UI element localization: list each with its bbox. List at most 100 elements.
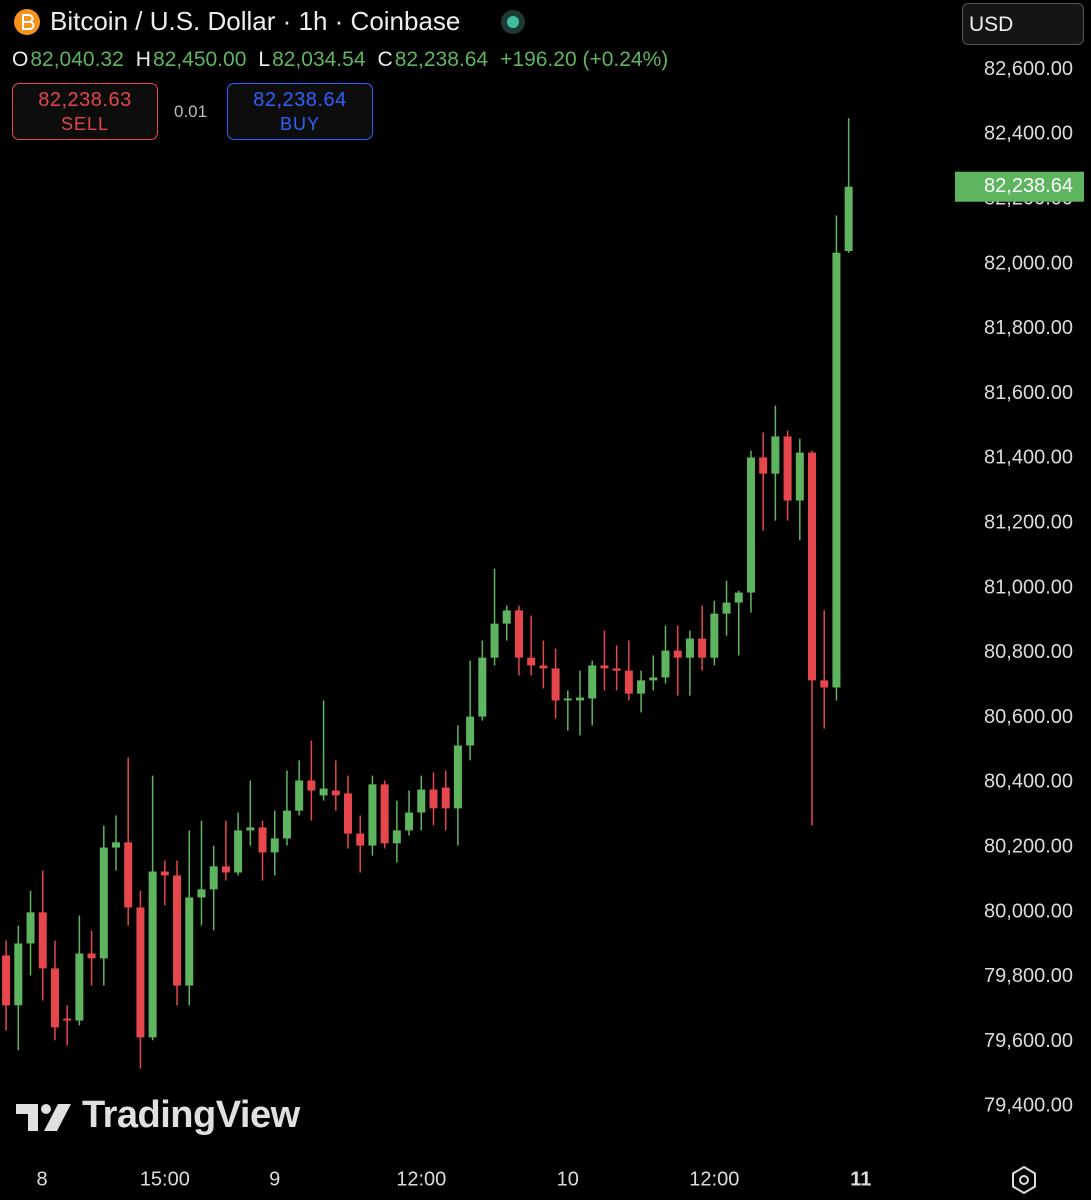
candle-body xyxy=(63,1018,72,1021)
candle-body xyxy=(270,838,279,853)
candle-body xyxy=(112,842,121,848)
candle-body xyxy=(783,436,792,501)
y-tick-label: 80,400.00 xyxy=(984,771,1073,793)
ohlc-item: H82,450.00 xyxy=(136,48,247,72)
candle-body xyxy=(50,968,59,1028)
candle-body xyxy=(221,866,230,873)
price-change: +196.20 (+0.24%) xyxy=(500,48,669,71)
candle-body xyxy=(344,793,353,834)
candle-body xyxy=(417,789,426,813)
ohlc-key: L xyxy=(258,48,271,71)
y-tick-label: 81,800.00 xyxy=(984,317,1073,339)
ohlc-value: 82,450.00 xyxy=(152,48,247,71)
candle-body xyxy=(258,827,267,853)
candle-body xyxy=(478,657,487,717)
spread: 0.01 xyxy=(174,102,208,121)
candle-body xyxy=(771,436,780,474)
candle-body xyxy=(307,780,316,791)
candle-body xyxy=(99,847,108,959)
candle-body xyxy=(429,789,438,809)
candle-body xyxy=(661,650,670,678)
candle-body xyxy=(246,827,255,831)
x-tick-label: 11 xyxy=(850,1168,871,1190)
candle-body xyxy=(209,866,218,890)
candle-body xyxy=(649,677,658,681)
ohlc-key: C xyxy=(377,48,393,71)
candle-body xyxy=(160,871,169,876)
y-tick-label: 81,200.00 xyxy=(984,512,1073,534)
candle-body xyxy=(746,457,755,593)
candle-body xyxy=(331,790,340,796)
candle-body xyxy=(832,252,841,688)
currency-select[interactable]: USD xyxy=(962,3,1084,45)
market-status-dot xyxy=(501,10,525,34)
candle-body xyxy=(685,638,694,658)
settings-icon xyxy=(1012,1165,1036,1195)
watermark: TradingView xyxy=(82,1094,300,1136)
candle-body xyxy=(38,912,47,969)
candle-body xyxy=(795,452,804,501)
candle-body xyxy=(136,907,145,1038)
ohlc-key: H xyxy=(135,48,151,71)
candle-body xyxy=(759,457,768,474)
candle-body xyxy=(173,875,182,986)
candle-body xyxy=(514,610,523,658)
candle-body xyxy=(698,638,707,658)
candle-body xyxy=(734,592,743,603)
ohlc-row: O82,040.32 H82,450.00 L82,034.54 C82,238… xyxy=(12,48,668,72)
tradingview-logo xyxy=(16,1104,71,1131)
ohlc-value: 82,238.64 xyxy=(394,48,489,71)
x-tick-label: 12:00 xyxy=(689,1168,739,1190)
y-tick-label: 80,200.00 xyxy=(984,835,1073,857)
candle-body xyxy=(637,680,646,694)
candle-body xyxy=(820,680,829,688)
y-tick-label: 80,000.00 xyxy=(984,900,1073,922)
candle-body xyxy=(295,780,304,811)
candle-body xyxy=(466,716,475,746)
candle-body xyxy=(502,610,511,624)
price-tag-label: 82,238.64 xyxy=(984,175,1073,197)
x-tick-label: 8 xyxy=(36,1168,47,1190)
ohlc-item: O82,040.32 xyxy=(12,48,124,72)
buy-label: BUY xyxy=(279,114,320,134)
candle-body xyxy=(490,623,499,658)
candle-body xyxy=(380,784,389,844)
candle-body xyxy=(576,697,585,701)
sell-label: SELL xyxy=(60,114,110,134)
y-tick-label: 80,600.00 xyxy=(984,706,1073,728)
candle-body xyxy=(75,953,84,1021)
x-tick-label: 10 xyxy=(557,1168,579,1190)
y-tick-label: 79,800.00 xyxy=(984,965,1073,987)
candle-body xyxy=(844,186,853,251)
candle-body xyxy=(185,897,194,986)
candle-body xyxy=(453,745,462,809)
candle-body xyxy=(14,943,23,1006)
currency-label: USD xyxy=(969,13,1014,36)
candle-body xyxy=(124,842,133,908)
candle-body xyxy=(722,602,731,614)
candle-body xyxy=(551,668,560,701)
candle-body xyxy=(87,953,96,959)
y-tick-label: 80,800.00 xyxy=(984,641,1073,663)
candle-body xyxy=(612,668,621,671)
buy-button[interactable]: 82,238.64 BUY xyxy=(227,83,373,140)
candle-body xyxy=(234,830,243,873)
bitcoin-icon xyxy=(14,9,40,35)
candle-body xyxy=(563,698,572,701)
candle-body xyxy=(148,871,157,1038)
price-tag xyxy=(955,171,1084,202)
candle-body xyxy=(319,788,328,796)
buy-price: 82,238.64 xyxy=(253,89,347,111)
candle-body xyxy=(808,452,817,681)
candle-body xyxy=(2,955,11,1006)
sell-button[interactable]: 82,238.63 SELL xyxy=(12,83,158,140)
candle-body xyxy=(392,830,401,844)
candle-body xyxy=(26,912,35,944)
candle-body xyxy=(527,657,536,666)
y-tick-label: 82,000.00 xyxy=(984,252,1073,274)
y-tick-label: 79,400.00 xyxy=(984,1095,1073,1117)
candle-body xyxy=(710,613,719,658)
candle-body xyxy=(673,650,682,658)
